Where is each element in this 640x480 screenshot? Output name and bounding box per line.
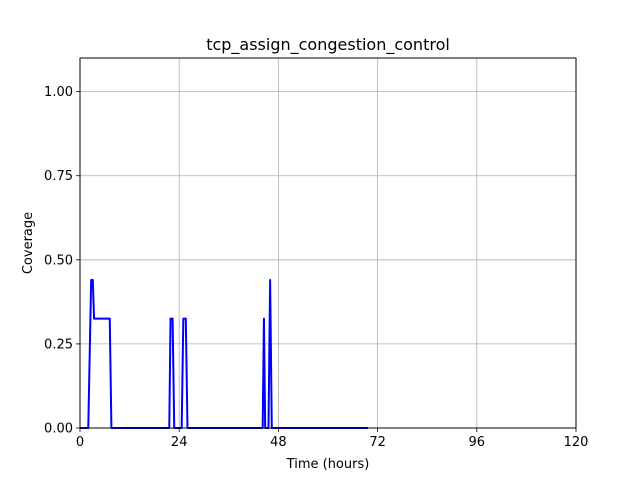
x-tick-label: 24 — [171, 435, 188, 450]
coverage-line — [80, 279, 369, 429]
x-axis-ticks: 0 24 48 72 96 120 — [76, 428, 589, 450]
x-axis-label: Time (hours) — [286, 457, 370, 472]
x-tick-label: 96 — [469, 435, 486, 450]
x-tick-label: 0 — [76, 435, 84, 450]
chart-title: tcp_assign_congestion_control — [206, 35, 450, 55]
grid — [79, 58, 577, 429]
y-tick-label: 0.00 — [44, 422, 73, 437]
y-tick-label: 1.00 — [44, 85, 73, 100]
x-tick-label: 48 — [270, 435, 287, 450]
y-tick-label: 0.50 — [44, 253, 73, 268]
y-tick-label: 0.25 — [44, 337, 73, 352]
series-layer — [80, 279, 369, 429]
plot-frame — [79, 57, 577, 429]
y-axis-ticks: 0.00 0.25 0.50 0.75 1.00 — [44, 85, 80, 437]
y-axis-label: Coverage — [21, 212, 36, 274]
y-tick-label: 0.75 — [44, 169, 73, 184]
x-tick-label: 120 — [564, 435, 589, 450]
x-tick-label: 72 — [369, 435, 386, 450]
